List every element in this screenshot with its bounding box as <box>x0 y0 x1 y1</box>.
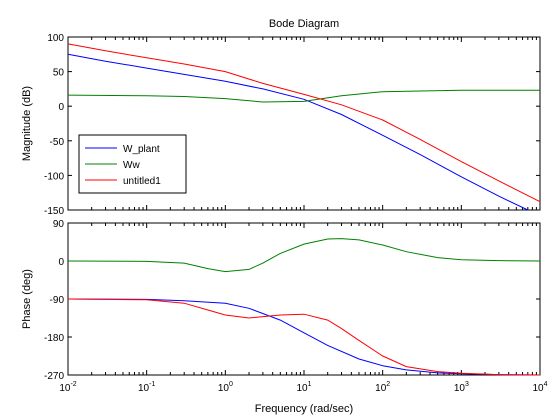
legend-label-untitled1: untitled1 <box>123 176 161 187</box>
x-axis-label: Frequency (rad/sec) <box>255 403 353 415</box>
x-tick-label: 10-1 <box>138 381 155 394</box>
phase-y-tick-label: 90 <box>53 219 65 230</box>
x-tick-label: 10-2 <box>59 381 76 394</box>
phase-series-W_plant <box>67 298 541 376</box>
phase-y-tick-label: -270 <box>44 371 64 382</box>
magnitude-series-untitled1 <box>67 43 541 203</box>
phase-y-tick-label: -180 <box>44 333 64 344</box>
phase-y-axis-label: Phase (deg) <box>21 269 33 329</box>
magnitude-panel: 100 50 0 -50 -100 -150 Magnitude (dB) W_plant Ww… <box>21 33 541 217</box>
x-tick-label: 103 <box>454 381 469 394</box>
magnitude-y-axis-label: Magnitude (dB) <box>21 86 33 161</box>
magnitude-series-W_plant <box>67 53 529 211</box>
phase-y-tick-label: 0 <box>58 257 64 268</box>
phase-y-tick-label: -90 <box>50 295 65 306</box>
x-tick-label: 100 <box>218 381 233 394</box>
magnitude-y-tick-label: -50 <box>50 137 65 148</box>
magnitude-y-tick-label: 100 <box>47 33 64 44</box>
legend-label-W_plant: W_plant <box>123 144 160 155</box>
magnitude-y-tick-label: -100 <box>44 171 64 182</box>
phase-series-Ww <box>67 238 541 273</box>
x-tick-label: 104 <box>532 381 547 394</box>
legend-label-Ww: Ww <box>123 160 140 171</box>
magnitude-y-tick-label: -150 <box>44 206 64 217</box>
phase-series-untitled1 <box>67 298 541 376</box>
magnitude-y-tick-label: 50 <box>53 68 65 79</box>
chart-title: Bode Diagram <box>269 18 339 30</box>
phase-panel: 90 0 -90 -180 -270 Phase (deg) 10-2 10-1 100 101 1… <box>21 219 548 394</box>
x-tick-label: 101 <box>296 381 311 394</box>
magnitude-y-tick-label: 0 <box>58 102 64 113</box>
magnitude-series-Ww <box>67 89 540 103</box>
x-tick-label: 102 <box>375 381 390 394</box>
legend: W_plant Ww untitled1 <box>78 134 187 194</box>
